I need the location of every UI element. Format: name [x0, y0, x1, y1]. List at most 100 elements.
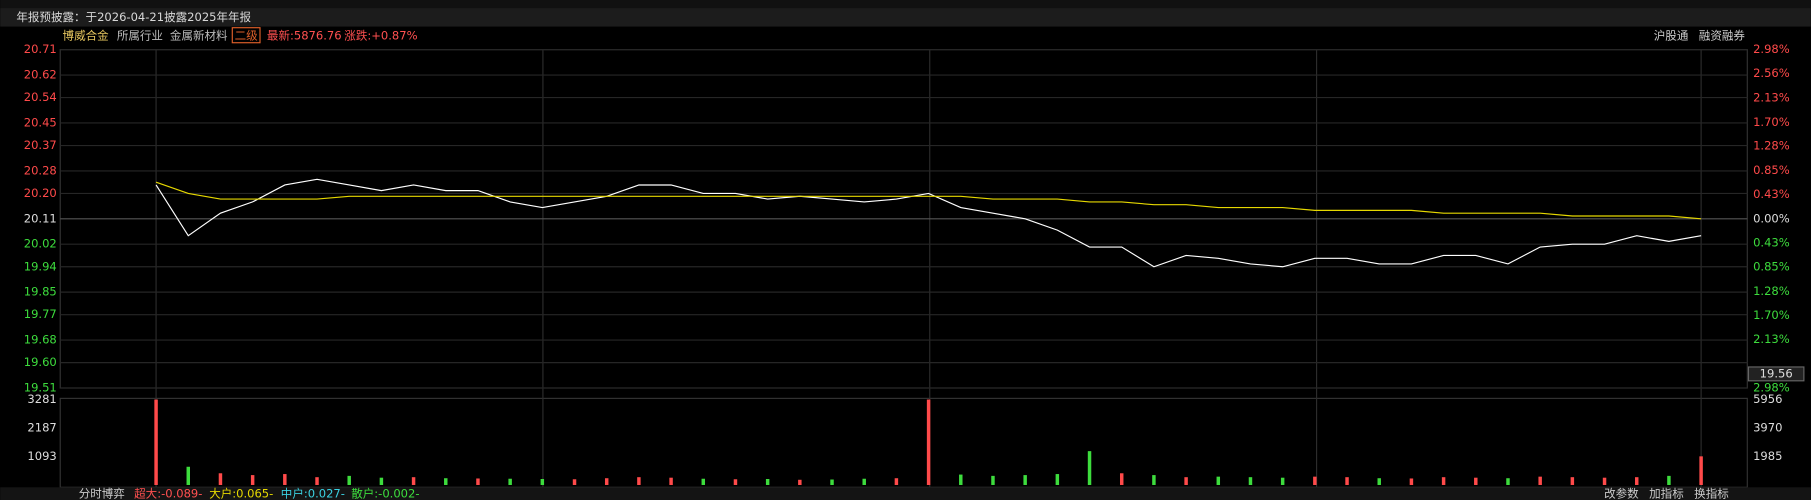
volume-bar: [154, 399, 158, 485]
volume-bar: [830, 479, 834, 485]
volume-bar: [1023, 475, 1027, 485]
volume-bar: [1119, 473, 1124, 485]
volume-bar: [765, 478, 770, 485]
y-tick-label: 19.77: [24, 307, 57, 321]
y-tick-label: 19.60: [24, 355, 57, 369]
y2-tick-label: 1985: [1753, 449, 1782, 463]
panel-name[interactable]: 分时博弈: [79, 487, 125, 500]
volume-bar: [572, 479, 577, 485]
y2-tick-label: 0.43%: [1753, 236, 1790, 250]
notice-bar: [0, 8, 1811, 27]
volume-bar: [1345, 477, 1349, 485]
y-tick-label: 20.37: [24, 138, 57, 152]
volume-bar: [283, 474, 287, 485]
volume-bar: [1474, 477, 1478, 485]
volume-bar: [186, 466, 190, 485]
flow-super: 超大:-0.089-: [134, 487, 202, 500]
volume-bar: [1280, 477, 1285, 485]
tag[interactable]: 融资融券: [1699, 28, 1746, 42]
volume-bar: [637, 477, 641, 485]
change: 涨跌:+0.87%: [344, 28, 417, 42]
volume-bar: [1087, 451, 1092, 485]
tag[interactable]: 沪股通: [1654, 28, 1689, 42]
volume-bar: [1602, 477, 1607, 485]
stock-name[interactable]: 博威合金: [63, 28, 110, 42]
volume-bar: [733, 479, 738, 485]
volume-bar: [1409, 478, 1414, 485]
y-tick-label: 3281: [27, 392, 56, 406]
volume-bar: [701, 478, 706, 485]
flow-medium: 中户:0.027-: [281, 487, 345, 500]
volume-bar: [669, 477, 673, 485]
volume-bar: [347, 475, 351, 485]
y2-tick-label: 0.85%: [1753, 260, 1790, 274]
volume-bar: [798, 479, 802, 485]
y2-tick-label: 2.13%: [1753, 90, 1790, 104]
y-tick-label: 20.45: [24, 115, 57, 129]
y2-tick-label: 0.00%: [1753, 211, 1790, 225]
y-tick-label: 19.94: [24, 259, 57, 273]
y-tick-label: 19.51: [24, 380, 57, 394]
y2-tick-label: 1.28%: [1753, 284, 1790, 298]
y2-tick-label: 5956: [1753, 392, 1782, 406]
y2-tick-label: 1.28%: [1753, 139, 1790, 153]
flow-large: 大户:0.065-: [209, 487, 273, 500]
industry[interactable]: 金属新材料: [170, 28, 228, 42]
latest: 最新:5876.76: [267, 28, 342, 42]
tab-strip: [0, 0, 1811, 9]
volume-bar: [250, 475, 255, 485]
volume-bar: [218, 473, 223, 485]
industry-label: 所属行业: [117, 28, 163, 42]
y2-tick-label: 2.98%: [1753, 380, 1790, 394]
volume-bar: [315, 477, 319, 485]
volume-bar: [508, 478, 512, 485]
volume-bar: [959, 474, 963, 485]
cursor-box: [1747, 366, 1805, 382]
level-box: [231, 27, 261, 44]
volume-bar: [991, 475, 995, 485]
volume-bar: [1441, 477, 1446, 485]
volume-bar: [1538, 476, 1542, 485]
y2-tick-label: 1.70%: [1753, 308, 1790, 322]
y2-tick-label: 3970: [1753, 421, 1782, 435]
price-line: [155, 178, 1702, 268]
y-tick-label: 20.28: [24, 163, 57, 177]
volume-bar: [1699, 456, 1703, 485]
button[interactable]: 改参数: [1604, 487, 1639, 500]
price-line: [155, 181, 1702, 220]
y-tick-label: 20.62: [24, 68, 57, 82]
volume-bar: [1055, 474, 1060, 485]
volume-bar: [1635, 477, 1639, 485]
y2-tick-label: 0.85%: [1753, 163, 1790, 177]
y-tick-label: 19.85: [24, 285, 57, 299]
volume-bar: [926, 399, 931, 485]
volume-bar: [1667, 475, 1671, 485]
volume-bar: [540, 478, 545, 485]
y2-tick-label: 1.70%: [1753, 115, 1790, 129]
volume-bar: [1248, 477, 1253, 485]
cursor-label: 19.56: [1760, 366, 1793, 380]
volume-bar: [1216, 476, 1221, 485]
notice: 年报预披露：于2026-04-21披露2025年年报: [16, 10, 251, 24]
volume-bar: [1570, 477, 1575, 485]
footer-bar: [0, 487, 1811, 500]
button[interactable]: 换指标: [1694, 487, 1729, 500]
volume-bar: [476, 478, 480, 485]
volume-bar: [862, 478, 866, 485]
y-tick-label: 2187: [27, 421, 56, 435]
volume-bar: [379, 477, 384, 485]
volume-bar: [604, 478, 609, 485]
volume-bar: [894, 478, 899, 485]
flow-small: 散户:-0.002-: [351, 487, 419, 500]
y2-tick-label: 2.56%: [1753, 66, 1790, 80]
y-tick-label: 19.68: [24, 333, 57, 347]
volume-bar: [1152, 475, 1156, 485]
volume-bar: [1506, 478, 1510, 485]
button[interactable]: 加指标: [1649, 487, 1684, 500]
level[interactable]: 二级: [235, 28, 259, 42]
y2-tick-label: 2.98%: [1753, 42, 1790, 56]
y2-tick-label: 2.13%: [1753, 332, 1790, 346]
